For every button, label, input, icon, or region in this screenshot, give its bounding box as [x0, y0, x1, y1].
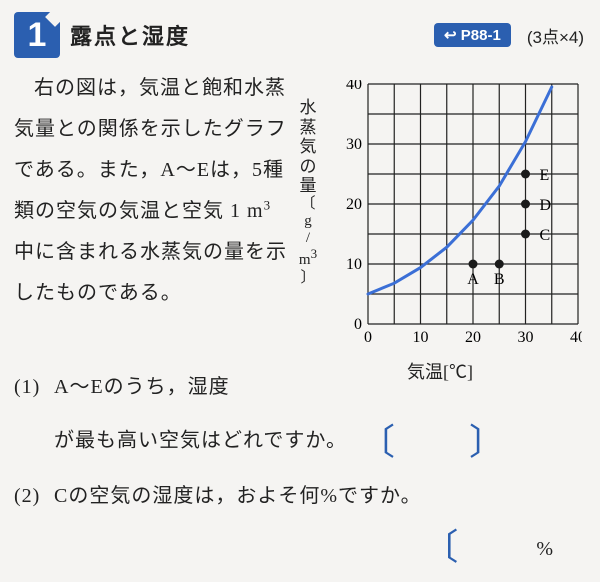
svg-text:B: B [494, 271, 505, 288]
page-ref-badge: ↩ P88-1 [434, 23, 511, 47]
answer-bracket-1: 〔〕 [359, 407, 499, 477]
svg-text:40: 40 [570, 329, 582, 346]
answer-bracket-2: 〔% [422, 512, 554, 582]
question-number-badge: 1 [14, 12, 60, 58]
return-icon: ↩ [444, 27, 457, 44]
svg-text:10: 10 [413, 329, 429, 346]
svg-text:10: 10 [346, 256, 362, 273]
chart-area: 水蒸気の量〔g/m3〕 010203040010203040ABCDE 気温[℃… [300, 68, 584, 354]
q2-number: (2) [14, 477, 54, 516]
svg-text:30: 30 [346, 136, 362, 153]
q1-text-b-row: が最も高い空気はどれですか。 〔〕 [14, 407, 584, 477]
header: 1 露点と湿度 ↩ P88-1 (3点×4) [14, 12, 584, 58]
svg-text:0: 0 [354, 316, 362, 333]
points-label: (3点×4) [527, 23, 584, 48]
q1-number: (1) [14, 368, 54, 407]
svg-text:20: 20 [465, 329, 481, 346]
q1-text-b: が最も高い空気はどれですか。 [54, 430, 347, 452]
y-axis-label: 水蒸気の量〔g/m3〕 [296, 98, 320, 287]
q2-text: Cの空気の湿度は，およそ何%ですか。 [54, 477, 584, 516]
svg-text:0: 0 [364, 329, 372, 346]
svg-text:D: D [540, 197, 552, 214]
q1-text-a: A～Eのうち，湿度 [54, 376, 230, 398]
svg-text:40: 40 [346, 80, 362, 93]
svg-text:C: C [540, 227, 551, 244]
x-axis-label: 気温[℃] [300, 358, 580, 384]
chart-svg: 0 10 20 30 40 0 10 20 30 40 AB CDE [340, 80, 582, 348]
svg-text:30: 30 [518, 329, 534, 346]
percent-unit: % [536, 538, 554, 560]
body-text: 右の図は，気温と飽和水蒸気量との関係を示したグラフである。また，A～Eは，5種類… [14, 68, 292, 354]
question-title: 露点と湿度 [70, 19, 424, 51]
svg-text:20: 20 [346, 196, 362, 213]
svg-text:E: E [540, 167, 550, 184]
answer-2-row: 〔% [14, 512, 584, 582]
svg-text:A: A [467, 271, 479, 288]
question-2: (2) Cの空気の湿度は，およそ何%ですか。 [14, 477, 584, 516]
